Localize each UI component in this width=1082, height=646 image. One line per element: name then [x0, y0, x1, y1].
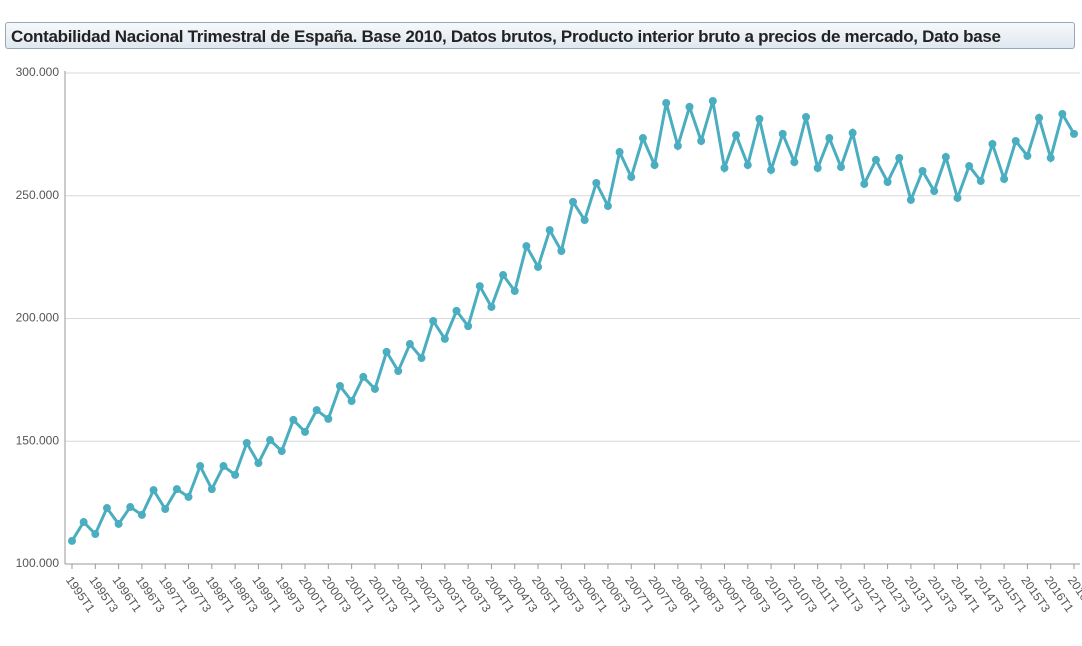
point — [534, 262, 543, 271]
point — [347, 396, 356, 405]
point — [487, 302, 496, 311]
point — [266, 436, 275, 445]
point — [755, 114, 764, 123]
point — [685, 102, 694, 111]
point — [813, 164, 822, 173]
point — [732, 131, 741, 140]
point — [1023, 151, 1032, 160]
point — [137, 510, 146, 519]
y-tick-label: 300.000 — [16, 65, 60, 79]
point — [918, 166, 927, 175]
point — [196, 462, 205, 471]
point — [662, 98, 671, 107]
point — [708, 96, 717, 105]
y-tick-label: 100.000 — [16, 556, 60, 570]
point — [697, 137, 706, 146]
point — [1000, 175, 1009, 184]
point — [615, 148, 624, 157]
point — [312, 406, 321, 415]
point — [301, 427, 310, 436]
point — [638, 134, 647, 143]
point — [359, 372, 368, 381]
point — [289, 415, 298, 424]
point — [429, 316, 438, 325]
point — [324, 414, 333, 423]
point — [172, 485, 181, 494]
point — [767, 165, 776, 174]
point — [860, 179, 869, 188]
point — [836, 163, 845, 172]
point — [965, 162, 974, 171]
point — [871, 155, 880, 164]
point — [953, 193, 962, 202]
point — [370, 384, 379, 393]
y-tick-label: 150.000 — [16, 433, 60, 447]
point — [1011, 137, 1020, 146]
point — [1070, 129, 1078, 138]
point — [522, 242, 531, 251]
point — [114, 519, 123, 528]
point — [580, 216, 589, 225]
point — [242, 438, 251, 447]
point — [895, 153, 904, 162]
point — [207, 485, 216, 494]
point — [673, 141, 682, 150]
point — [790, 158, 799, 167]
point — [231, 470, 240, 479]
point — [68, 536, 76, 545]
chart-title: Contabilidad Nacional Trimestral de Espa… — [5, 22, 1075, 49]
point — [848, 128, 857, 137]
point — [930, 187, 939, 196]
point — [720, 164, 729, 173]
point — [825, 134, 834, 143]
point — [1035, 113, 1044, 122]
point — [394, 367, 403, 376]
point — [1046, 153, 1055, 162]
point — [464, 322, 473, 331]
point — [941, 152, 950, 161]
point — [91, 530, 100, 539]
point — [475, 282, 484, 291]
point — [254, 459, 263, 468]
point — [405, 340, 414, 349]
point — [440, 334, 449, 343]
point — [778, 129, 787, 138]
point — [627, 173, 636, 182]
y-tick-label: 250.000 — [16, 188, 60, 202]
point — [988, 139, 997, 148]
line — [70, 100, 1076, 542]
point — [906, 195, 915, 204]
point — [883, 178, 892, 187]
point — [569, 197, 577, 206]
point — [743, 161, 752, 170]
point — [277, 447, 286, 456]
point — [510, 287, 519, 296]
point — [149, 486, 158, 495]
point — [499, 271, 508, 280]
point — [219, 462, 228, 471]
point — [650, 161, 659, 170]
point — [126, 503, 135, 512]
point — [161, 505, 170, 514]
point — [335, 382, 344, 391]
point — [592, 178, 601, 187]
point — [79, 518, 88, 527]
point — [417, 354, 426, 363]
point — [557, 246, 566, 255]
point — [603, 202, 612, 211]
point — [802, 112, 811, 121]
point — [452, 306, 461, 315]
point — [102, 504, 111, 513]
point — [976, 177, 985, 186]
point — [184, 492, 193, 501]
y-tick-label: 200.000 — [16, 311, 60, 325]
point — [1058, 109, 1067, 118]
point — [545, 226, 554, 235]
point — [382, 347, 391, 356]
